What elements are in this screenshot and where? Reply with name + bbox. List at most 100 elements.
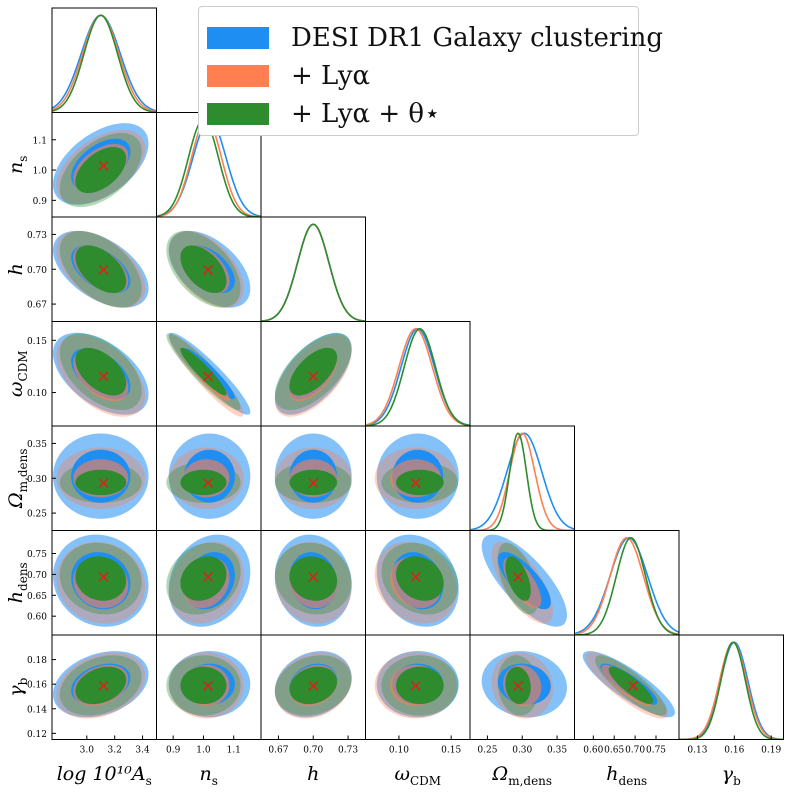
legend: DESI DR1 Galaxy clustering + Lyα + Lyα +… [198, 6, 663, 136]
x-tick-label-As: 3.0 [80, 746, 95, 756]
y-axis-label-hd: hdens [5, 562, 30, 603]
marginal-curve-lya [52, 14, 157, 113]
contour68-theta [396, 666, 444, 705]
x-axis-label-gb: γb [722, 763, 741, 788]
panel-gb-om: × 0.25 0.30 0.35 [469, 634, 575, 756]
x-tick-label-om: 0.35 [547, 746, 567, 756]
marginal-panel-om [469, 425, 575, 531]
truth-marker: × [511, 566, 526, 587]
x-tick-label-gb: 0.13 [687, 746, 707, 756]
y-tick-label-gb: 0.18 [27, 656, 47, 666]
x-tick-label-om: 0.25 [477, 746, 497, 756]
legend-swatch-lya [207, 65, 269, 87]
y-tick-label-gb: 0.16 [27, 681, 47, 691]
panel-h-As: × 0.67 0.70 0.73 [27, 216, 157, 322]
marginal-curve-desi [679, 641, 784, 740]
legend-swatch-theta [207, 103, 269, 125]
x-tick-label-hd: 0.65 [604, 746, 624, 756]
panel-om-As: × 0.25 0.30 0.35 [27, 425, 157, 531]
x-tick-label-ns: 1.0 [196, 746, 211, 756]
marginal-curve-lya [574, 537, 679, 635]
truth-marker: × [408, 566, 423, 587]
legend-label-theta: + Lyα + θ⋆ [291, 99, 441, 129]
marginal-curve-desi [261, 223, 366, 322]
panel-gb-As: × 0.12 0.14 0.16 0.18 3.0 3.2 3.4 [27, 634, 157, 756]
x-axis-label-ns: ns [200, 763, 218, 788]
x-axis-label-wcdm: ωCDM [394, 763, 441, 788]
truth-marker: × [408, 675, 423, 696]
x-tick-label-h: 0.67 [268, 746, 288, 756]
x-tick-label-ns: 0.9 [166, 746, 181, 756]
y-tick-label-h: 0.70 [27, 266, 47, 276]
marginal-curve-desi [574, 537, 679, 635]
x-axis-label-As: log 10¹⁰As [57, 763, 152, 788]
y-tick-label-gb: 0.14 [27, 705, 47, 715]
y-tick-label-om: 0.25 [27, 510, 47, 520]
panel-om-wcdm: × [365, 425, 471, 531]
marginal-curve-theta [365, 328, 470, 426]
y-tick-label-h: 0.67 [27, 301, 47, 311]
legend-item-theta: + Lyα + θ⋆ [207, 97, 440, 131]
contour68-theta [289, 556, 338, 601]
truth-marker: × [96, 259, 111, 280]
truth-marker: × [200, 259, 215, 280]
panel-hd-ns: × [156, 530, 262, 636]
truth-marker: × [200, 472, 215, 493]
panel-hd-wcdm: × [365, 530, 471, 636]
panel-frame [678, 634, 784, 740]
contour68-theta [180, 469, 227, 496]
panel-ns-As: × 0.9 1.0 1.1 [33, 112, 157, 218]
x-tick-label-ns: 1.1 [227, 746, 241, 756]
y-tick-label-ns: 0.9 [33, 197, 48, 207]
contour68-theta [289, 469, 338, 496]
marginal-curve-lya [470, 432, 575, 531]
contour68-theta [289, 347, 338, 396]
truth-marker: × [200, 675, 215, 696]
panel-gb-hd: × 0.60 0.65 0.70 0.75 [574, 634, 680, 756]
y-tick-label-hd: 0.65 [27, 592, 47, 602]
contour68-theta [75, 666, 127, 705]
panel-gb-h: × 0.67 0.70 0.73 [260, 634, 366, 756]
marginal-panel-wcdm [365, 321, 471, 427]
legend-swatch-desi [207, 27, 269, 49]
x-tick-label-hd: 0.60 [583, 746, 603, 756]
marginal-curve-desi [52, 14, 157, 112]
contour68-theta [180, 347, 227, 396]
y-tick-label-wcdm: 0.15 [27, 337, 47, 347]
panel-hd-As: × 0.60 0.65 0.70 0.75 [27, 530, 157, 636]
y-tick-label-gb: 0.12 [27, 730, 47, 740]
y-axis-label-wcdm: ωCDM [5, 350, 30, 397]
y-tick-label-ns: 1.1 [33, 136, 47, 146]
contour68-theta [180, 666, 227, 705]
contour68-theta [505, 556, 531, 601]
contour68-theta [289, 666, 338, 705]
y-tick-label-wcdm: 0.10 [27, 389, 47, 399]
truth-marker: × [306, 366, 321, 387]
contour68-theta [608, 666, 654, 705]
y-axis-label-ns: ns [5, 156, 30, 174]
contour68-theta [75, 556, 127, 601]
truth-marker: × [306, 675, 321, 696]
y-tick-label-ns: 1.0 [33, 167, 48, 177]
x-tick-label-gb: 0.16 [724, 746, 744, 756]
y-tick-label-om: 0.35 [27, 440, 47, 450]
contour68-theta [396, 556, 444, 601]
marginal-curve-theta [261, 223, 366, 322]
y-axis-label-om: Ωm,dens [5, 448, 30, 509]
panel-hd-h: × [260, 530, 366, 636]
marginal-panel-hd [574, 530, 680, 636]
legend-item-lya: + Lyα [207, 59, 370, 93]
truth-marker: × [96, 566, 111, 587]
panel-frame [260, 216, 366, 322]
legend-label-desi: DESI DR1 Galaxy clustering [291, 23, 664, 53]
panel-frame [365, 321, 471, 427]
truth-marker: × [96, 472, 111, 493]
x-tick-label-hd: 0.75 [646, 746, 666, 756]
contour68-theta [75, 147, 127, 194]
truth-marker: × [96, 366, 111, 387]
panel-gb-ns: × 0.9 1.0 1.1 [156, 634, 262, 756]
marginal-panel-As [51, 7, 157, 113]
marginal-curve-theta [574, 537, 679, 635]
y-tick-label-hd: 0.60 [27, 613, 47, 623]
